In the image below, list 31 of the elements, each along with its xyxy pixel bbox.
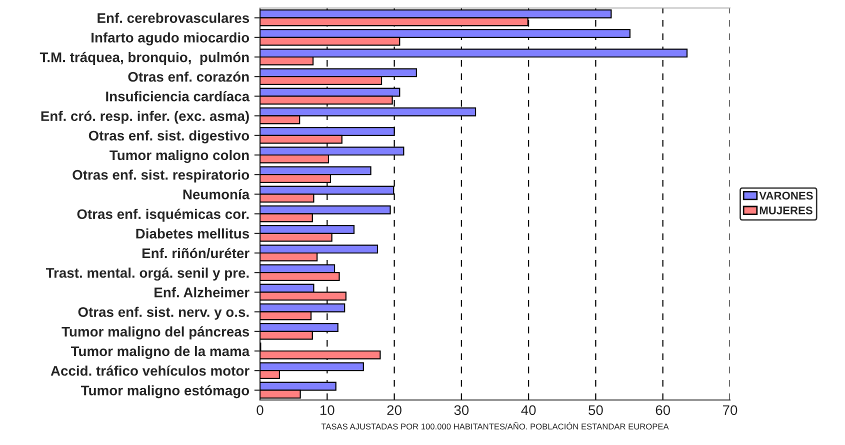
y-tick-label: Neumonía (183, 189, 250, 200)
y-tick-label: T.M. tráquea, bronquio, pulmón (40, 52, 249, 65)
x-tick-label: 70 (722, 405, 738, 416)
x-tick-label: 0 (256, 405, 264, 416)
y-tick-label: Otras enf. sist. digestivo (88, 130, 250, 144)
legend-label: MUJERES (760, 206, 812, 214)
y-tick-label: Accid. tráfico vehículos motor (50, 365, 250, 376)
y-tick-label: Enf. Alzheimer (154, 287, 250, 298)
x-axis-title: TASAS AJUSTADAS POR 100.000 HABITANTES/AÑO. POBLACIÓN ESTANDAR EUROPEA (321, 422, 669, 430)
y-tick-label: Enf. cerebrovasculares (98, 12, 250, 23)
y-tick-label: Otras enf. sist. nerv. y o.s. (78, 306, 249, 320)
y-tick-label: Enf. riñón/uréter (142, 248, 250, 258)
x-tick-label: 60 (656, 405, 670, 416)
y-tick-label: Insuficiencia cardíaca (106, 91, 250, 102)
y-tick-label: Tumor maligno colon (110, 150, 249, 163)
legend-label: VARONES (759, 192, 813, 200)
y-tick-label: Otras enf. isquémicas cor. (77, 208, 249, 222)
y-tick-label: Otras enf. sist. respiratorio (72, 170, 250, 183)
y-tick-label: Tumor maligno de la mama (70, 346, 250, 359)
x-tick-label: 50 (588, 405, 603, 416)
y-tick-label: Infarto agudo miocardio (92, 32, 250, 46)
x-tick-label: 30 (454, 405, 469, 416)
y-tick-label: Tumor maligno del páncreas (62, 326, 250, 340)
x-tick-label: 20 (387, 405, 402, 416)
y-tick-label: Otras enf. corazón (128, 71, 249, 82)
x-tick-label: 40 (521, 405, 536, 416)
y-tick-label: Diabetes mellitus (136, 228, 250, 239)
y-tick-label: Trast. mental. orgá. senil y pre. (46, 268, 249, 281)
x-tick-label: 10 (320, 405, 334, 416)
y-tick-label: Tumor maligno estómago (81, 385, 250, 398)
y-tick-label: Enf. cró. resp. infer. (exc. asma) (41, 110, 249, 124)
